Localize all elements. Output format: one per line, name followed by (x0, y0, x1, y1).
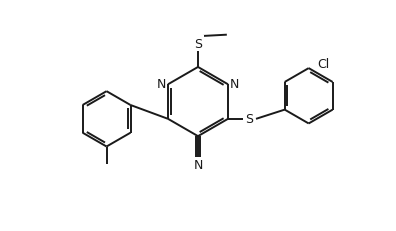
Text: N: N (156, 78, 166, 91)
Text: Cl: Cl (317, 58, 329, 71)
Text: N: N (193, 159, 203, 172)
Text: S: S (194, 37, 202, 50)
Text: S: S (245, 113, 253, 126)
Text: N: N (230, 78, 240, 91)
